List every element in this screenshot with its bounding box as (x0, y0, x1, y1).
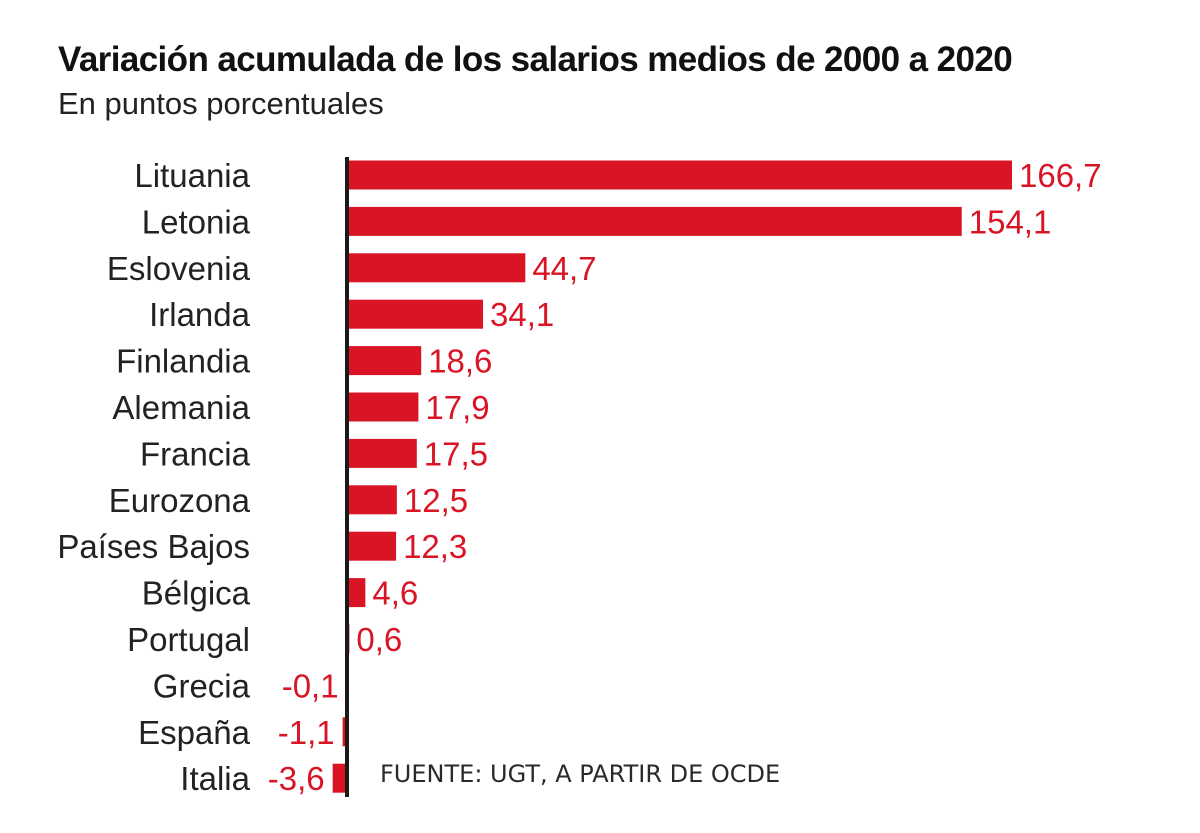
value-label: 18,6 (428, 343, 492, 380)
value-label: 17,9 (425, 389, 489, 426)
category-label: Finlandia (116, 343, 251, 380)
bar (347, 253, 526, 283)
bar (347, 346, 422, 376)
category-label: España (138, 714, 251, 751)
category-label: Lituania (134, 157, 250, 194)
value-label: 4,6 (372, 575, 418, 612)
category-label: Grecia (153, 667, 251, 704)
bar (347, 392, 419, 422)
bar (347, 438, 417, 468)
bar (332, 763, 347, 793)
value-label: 44,7 (532, 250, 596, 287)
bar (347, 206, 962, 236)
chart-title: Variación acumulada de los salarios medi… (58, 40, 1013, 79)
category-label: Francia (140, 435, 251, 472)
bar (347, 299, 484, 329)
category-label: Italia (180, 760, 250, 797)
category-label: Irlanda (149, 296, 251, 333)
category-label: Eslovenia (107, 250, 251, 287)
value-label: 12,5 (404, 482, 468, 519)
source-note: FUENTE: UGT, A PARTIR DE OCDE (380, 760, 780, 788)
value-label: -3,6 (268, 760, 325, 797)
bar (347, 578, 366, 608)
category-label: Bélgica (142, 575, 251, 612)
category-label: Portugal (127, 621, 250, 658)
bar (347, 531, 397, 561)
value-label: 154,1 (969, 203, 1052, 240)
bar (342, 717, 347, 747)
category-label: Letonia (142, 203, 251, 240)
value-label: 12,3 (403, 528, 467, 565)
value-label: 166,7 (1019, 157, 1102, 194)
value-label: -0,1 (282, 667, 339, 704)
value-label: 0,6 (356, 621, 402, 658)
chart-subtitle: En puntos porcentuales (58, 86, 384, 121)
category-label: Alemania (112, 389, 250, 426)
bar (347, 160, 1012, 190)
bar (347, 485, 397, 515)
bars-layer: Lituania 166,7 Letonia 154,1 Eslovenia 44,7 Ir… (57, 157, 1101, 797)
category-label: Países Bajos (57, 528, 250, 565)
value-label: 17,5 (424, 435, 488, 472)
value-label: 34,1 (490, 296, 554, 333)
category-label: Eurozona (109, 482, 251, 519)
value-label: -1,1 (278, 714, 335, 751)
